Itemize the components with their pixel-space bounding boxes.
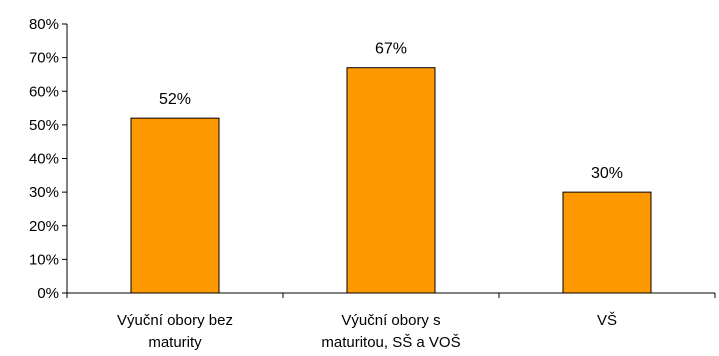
category-label: maturity bbox=[148, 334, 202, 351]
y-tick-label: 30% bbox=[29, 184, 59, 201]
bar bbox=[346, 67, 436, 294]
y-tick-label: 0% bbox=[37, 285, 59, 302]
y-tick-label: 60% bbox=[29, 83, 59, 100]
data-label: 52% bbox=[159, 91, 191, 108]
category-label: VŠ bbox=[597, 312, 617, 329]
bar bbox=[562, 191, 652, 294]
y-tick-label: 20% bbox=[29, 218, 59, 235]
y-tick-label: 80% bbox=[29, 16, 59, 33]
category-label: Výuční obory bez bbox=[117, 312, 233, 329]
y-tick-label: 50% bbox=[29, 117, 59, 134]
y-tick-label: 40% bbox=[29, 151, 59, 168]
labels: 52% Výuční obory bez maturity 67% Výuční obo… bbox=[117, 41, 623, 351]
y-tick-label: 10% bbox=[29, 251, 59, 268]
bars bbox=[130, 67, 652, 294]
category-label: Výuční obory s bbox=[341, 312, 440, 329]
data-label: 30% bbox=[591, 165, 623, 182]
category-label: maturitou, SŠ a VOŠ bbox=[321, 334, 460, 351]
data-label: 67% bbox=[375, 41, 407, 58]
bar bbox=[130, 117, 220, 294]
y-tick-label: 70% bbox=[29, 50, 59, 67]
